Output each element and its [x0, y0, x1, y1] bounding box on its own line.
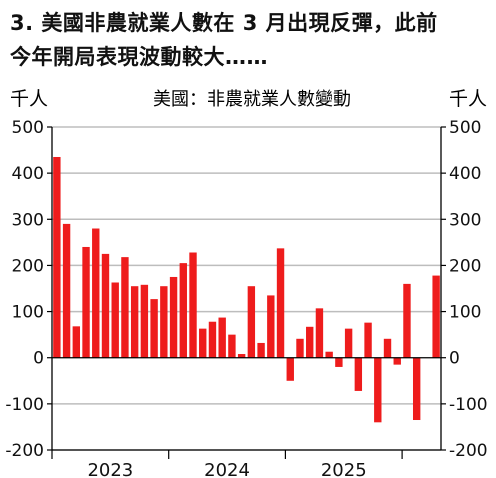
bar [82, 246, 90, 358]
bar [335, 357, 343, 367]
headline-line-2: 今年開局表現波動較大…… [10, 45, 268, 69]
bar [364, 322, 372, 358]
bar [160, 286, 168, 358]
y-tick-label-left: 100 [12, 303, 44, 323]
bar [306, 326, 314, 358]
axes [47, 126, 446, 459]
bar [432, 275, 440, 358]
bar [257, 342, 265, 358]
bar [140, 284, 149, 358]
y-tick-label-right: 300 [449, 210, 481, 230]
bar [344, 328, 353, 358]
headline-line-1: 3. 美國非農就業人數在 3 月出現反彈，此前 [10, 11, 438, 35]
bar [247, 286, 256, 358]
bar [228, 334, 236, 358]
y-tick-label-left: -200 [5, 441, 44, 461]
y-tick-label-left: 200 [12, 256, 44, 276]
bar [296, 338, 304, 358]
x-tick-label: 2024 [204, 460, 250, 478]
bar [374, 357, 382, 423]
y-tick-label-left: -100 [5, 395, 44, 415]
y-tick-label-right: 100 [449, 303, 481, 323]
bar [315, 308, 324, 358]
bar [199, 328, 207, 358]
bar [101, 253, 110, 358]
bar [218, 317, 226, 358]
bar [53, 156, 61, 358]
tick-labels: -200 -200 -100 -100 0 0 100 100 200 200 300 300 400 4… [5, 118, 487, 478]
bar [286, 357, 294, 381]
chart-title: 美國：非農就業人數變動 [153, 89, 351, 110]
y-unit-left: 千人 [10, 88, 48, 110]
y-unit-right: 千人 [449, 88, 487, 110]
y-tick-label-right: -200 [449, 441, 488, 461]
bar [150, 299, 158, 358]
bar [412, 357, 421, 421]
bar [208, 321, 217, 358]
bars [53, 156, 440, 423]
bar [130, 286, 139, 358]
bar [403, 283, 411, 358]
bar [121, 257, 129, 358]
y-tick-label-right: -100 [449, 395, 488, 415]
y-tick-label-left: 400 [12, 164, 44, 184]
y-tick-label-right: 400 [449, 164, 481, 184]
y-tick-label-left: 500 [12, 118, 44, 138]
grid-lines [52, 126, 441, 451]
bar [325, 351, 333, 358]
bar [189, 252, 197, 358]
bar [169, 276, 178, 358]
x-tick-label: 2025 [321, 460, 367, 478]
bar [383, 338, 392, 358]
bar [237, 354, 246, 358]
y-tick-label-left: 0 [33, 349, 44, 369]
bar [267, 295, 275, 358]
y-tick-label-left: 300 [12, 210, 44, 230]
bar [179, 263, 187, 358]
y-tick-label-right: 200 [449, 256, 481, 276]
bar [92, 228, 100, 358]
bar [72, 326, 81, 358]
y-tick-label-right: 0 [449, 349, 460, 369]
bar [354, 357, 363, 391]
y-tick-label-right: 500 [449, 118, 481, 138]
bar [62, 223, 71, 358]
x-tick-label: 2023 [87, 460, 133, 478]
bar [393, 357, 401, 365]
bar [111, 282, 119, 358]
bar [276, 248, 285, 358]
